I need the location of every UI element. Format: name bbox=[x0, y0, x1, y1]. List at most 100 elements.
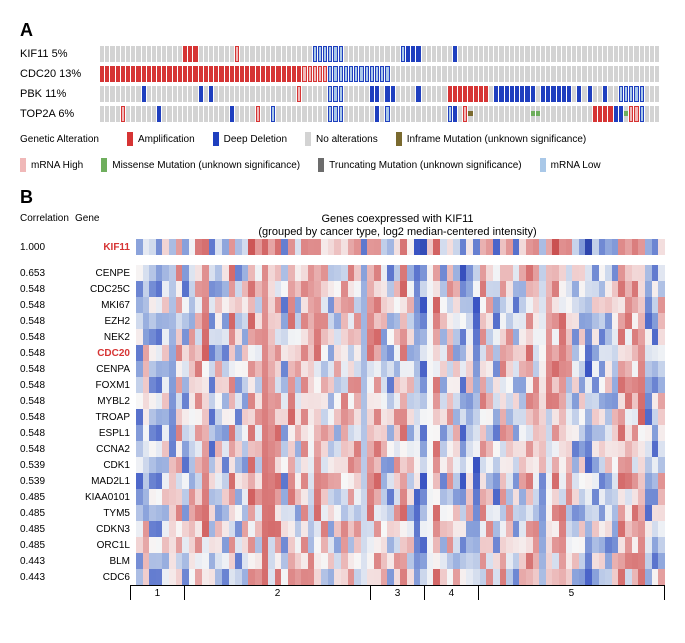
heatmap-cell bbox=[414, 297, 421, 313]
heatmap-row: 0.548FOXM1 bbox=[20, 377, 665, 393]
heatmap-cell bbox=[552, 345, 559, 361]
heatmap-cell bbox=[281, 473, 288, 489]
sample-bar bbox=[199, 106, 203, 122]
heatmap-cell bbox=[652, 361, 659, 377]
heatmap-cell bbox=[618, 521, 625, 537]
sample-bar bbox=[354, 66, 358, 82]
heatmap-cell bbox=[658, 239, 665, 255]
heatmap-cell bbox=[242, 409, 249, 425]
heatmap-cells bbox=[136, 441, 665, 457]
heatmap-cell bbox=[585, 377, 592, 393]
heatmap-cell bbox=[195, 281, 202, 297]
heatmap-cell bbox=[308, 441, 315, 457]
heatmap-cell bbox=[533, 239, 540, 255]
heatmap-cell bbox=[519, 569, 526, 585]
heatmap-cell bbox=[519, 281, 526, 297]
heatmap-cell bbox=[334, 313, 341, 329]
heatmap-cell bbox=[400, 553, 407, 569]
sample-bar bbox=[474, 66, 478, 82]
heatmap-cell bbox=[427, 377, 434, 393]
heatmap-cell bbox=[295, 505, 302, 521]
heatmap-cell bbox=[599, 361, 606, 377]
sample-bar bbox=[634, 86, 638, 102]
heatmap-cell bbox=[262, 505, 269, 521]
heatmap-cell bbox=[209, 297, 216, 313]
heatmap-cell bbox=[605, 393, 612, 409]
heatmap-cell bbox=[638, 505, 645, 521]
heatmap-cell bbox=[143, 361, 150, 377]
heatmap-cell bbox=[275, 377, 282, 393]
heatmap-cell bbox=[394, 425, 401, 441]
sample-bar bbox=[282, 46, 286, 62]
heatmap-cell bbox=[506, 409, 513, 425]
legend-item: Missense Mutation (unknown significance) bbox=[101, 158, 300, 172]
heatmap-cell bbox=[433, 265, 440, 281]
heatmap-cell bbox=[658, 473, 665, 489]
heatmap-cell bbox=[592, 441, 599, 457]
heatmap-cells bbox=[136, 569, 665, 585]
heatmap-cell bbox=[321, 521, 328, 537]
gene-name: BLM bbox=[75, 556, 136, 567]
heatmap-cell bbox=[288, 473, 295, 489]
heatmap-cell bbox=[262, 473, 269, 489]
heatmap-cell bbox=[308, 313, 315, 329]
sample-bar bbox=[385, 86, 389, 102]
heatmap-cell bbox=[572, 265, 579, 281]
heatmap-cell bbox=[222, 393, 229, 409]
heatmap-cell bbox=[176, 569, 183, 585]
sample-bar bbox=[375, 86, 379, 102]
heatmap-cell bbox=[480, 473, 487, 489]
heatmap-cell bbox=[169, 239, 176, 255]
heatmap-cell bbox=[348, 329, 355, 345]
heatmap-cell bbox=[658, 265, 665, 281]
sample-bar bbox=[525, 86, 529, 102]
heatmap-row: 1.000KIF11 bbox=[20, 239, 665, 255]
heatmap-cell bbox=[427, 265, 434, 281]
heatmap-cell bbox=[143, 425, 150, 441]
heatmap-cell bbox=[460, 473, 467, 489]
sample-bar bbox=[494, 86, 498, 102]
heatmap-cell bbox=[314, 569, 321, 585]
heatmap-cell bbox=[328, 361, 335, 377]
sample-bar bbox=[142, 106, 146, 122]
heatmap-cell bbox=[645, 313, 652, 329]
sample-bar bbox=[484, 106, 488, 122]
sample-bar bbox=[463, 106, 467, 122]
sample-bar bbox=[582, 86, 586, 102]
heatmap-cell bbox=[433, 425, 440, 441]
heatmap-cell bbox=[400, 297, 407, 313]
heatmap-cell bbox=[189, 409, 196, 425]
heatmap-cell bbox=[585, 425, 592, 441]
heatmap-cell bbox=[427, 441, 434, 457]
heatmap-cell bbox=[572, 329, 579, 345]
heatmap-cell bbox=[658, 553, 665, 569]
heatmap-cells bbox=[136, 281, 665, 297]
heatmap-cell bbox=[268, 521, 275, 537]
heatmap-cell bbox=[506, 489, 513, 505]
sample-bar bbox=[536, 86, 540, 102]
heatmap-cell bbox=[440, 537, 447, 553]
heatmap-cell bbox=[612, 313, 619, 329]
heatmap-cell bbox=[162, 345, 169, 361]
heatmap-cell bbox=[440, 441, 447, 457]
heatmap-cell bbox=[222, 345, 229, 361]
heatmap-cell bbox=[559, 505, 566, 521]
heatmap-cell bbox=[248, 505, 255, 521]
heatmap-cell bbox=[394, 457, 401, 473]
heatmap-cell bbox=[513, 521, 520, 537]
heatmap-cell bbox=[176, 281, 183, 297]
heatmap-cell bbox=[566, 265, 573, 281]
sample-bar bbox=[614, 106, 618, 122]
heatmap-cell bbox=[473, 297, 480, 313]
heatmap-cell bbox=[143, 329, 150, 345]
heatmap-cell bbox=[156, 457, 163, 473]
heatmap-cell bbox=[579, 361, 586, 377]
heatmap-cell bbox=[506, 361, 513, 377]
heatmap-cell bbox=[645, 281, 652, 297]
heatmap-cell bbox=[169, 281, 176, 297]
sample-bar bbox=[157, 46, 161, 62]
sample-bar bbox=[292, 106, 296, 122]
heatmap-cell bbox=[295, 425, 302, 441]
heatmap-cell bbox=[341, 505, 348, 521]
heatmap-cell bbox=[592, 457, 599, 473]
